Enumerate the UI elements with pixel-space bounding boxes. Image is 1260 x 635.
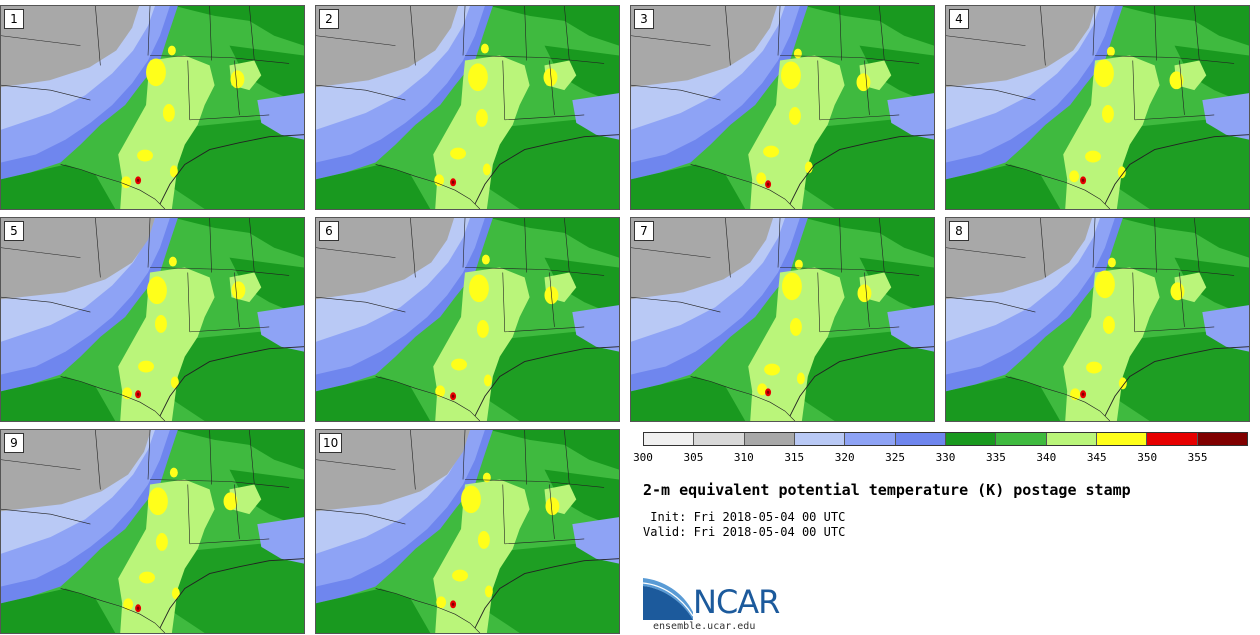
colorbar-segment bbox=[1046, 433, 1097, 445]
theta-e-map bbox=[1, 6, 304, 209]
colorbar-segment bbox=[794, 433, 846, 445]
theta-e-map bbox=[631, 6, 934, 209]
member-panel-9: 9 bbox=[0, 429, 305, 634]
ncar-logo: NCAR ensemble.ucar.edu bbox=[643, 578, 793, 633]
member-label: 5 bbox=[4, 221, 24, 241]
colorbar-segment bbox=[1147, 433, 1198, 445]
ncar-swoosh-icon bbox=[643, 578, 693, 620]
member-label: 10 bbox=[319, 433, 343, 453]
colorbar-tick-label: 345 bbox=[1086, 451, 1107, 464]
member-panel-7: 7 bbox=[630, 217, 935, 422]
theta-e-map bbox=[1, 218, 304, 421]
colorbar-tick-label: 320 bbox=[834, 451, 855, 464]
member-panel-1: 1 bbox=[0, 5, 305, 210]
colorbar bbox=[643, 432, 1248, 446]
ensemble-url: ensemble.ucar.edu bbox=[653, 621, 756, 632]
colorbar-segment bbox=[1096, 433, 1148, 445]
colorbar-tick-label: 355 bbox=[1187, 451, 1208, 464]
member-panel-5: 5 bbox=[0, 217, 305, 422]
colorbar-segment bbox=[996, 433, 1047, 445]
colorbar-segment bbox=[1197, 433, 1247, 445]
theta-e-map bbox=[631, 218, 934, 421]
theta-e-map bbox=[1, 430, 304, 633]
colorbar-tick-label: 305 bbox=[683, 451, 704, 464]
member-panel-10: 10 bbox=[315, 429, 620, 634]
init-time: Init: Fri 2018-05-04 00 UTC bbox=[643, 510, 846, 524]
product-title: 2-m equivalent potential temperature (K)… bbox=[643, 481, 1131, 499]
member-panel-8: 8 bbox=[945, 217, 1250, 422]
colorbar-tick-label: 315 bbox=[784, 451, 805, 464]
colorbar-tick-label: 335 bbox=[985, 451, 1006, 464]
colorbar-tick-label: 310 bbox=[733, 451, 754, 464]
member-label: 8 bbox=[949, 221, 969, 241]
colorbar-tick-label: 350 bbox=[1137, 451, 1158, 464]
member-label: 1 bbox=[4, 9, 24, 29]
colorbar-segment bbox=[694, 433, 745, 445]
colorbar-ticks: 300 305 310 315 320 325 330 335 340 345 350 355 bbox=[633, 451, 1248, 465]
colorbar-segment bbox=[744, 433, 795, 445]
colorbar-segment bbox=[845, 433, 896, 445]
member-label: 2 bbox=[319, 9, 339, 29]
member-label: 9 bbox=[4, 433, 24, 453]
member-panel-3: 3 bbox=[630, 5, 935, 210]
theta-e-map bbox=[316, 430, 619, 633]
theta-e-map bbox=[946, 6, 1249, 209]
member-label: 3 bbox=[634, 9, 654, 29]
member-label: 7 bbox=[634, 221, 654, 241]
colorbar-tick-label: 325 bbox=[885, 451, 906, 464]
valid-time: Valid: Fri 2018-05-04 00 UTC bbox=[643, 525, 846, 539]
theta-e-map bbox=[316, 218, 619, 421]
member-label: 4 bbox=[949, 9, 969, 29]
theta-e-map bbox=[316, 6, 619, 209]
ncar-wordmark: NCAR bbox=[693, 583, 780, 621]
theta-e-map bbox=[946, 218, 1249, 421]
colorbar-segment bbox=[945, 433, 997, 445]
colorbar-tick-label: 300 bbox=[633, 451, 653, 464]
member-panel-2: 2 bbox=[315, 5, 620, 210]
member-label: 6 bbox=[319, 221, 339, 241]
member-panel-6: 6 bbox=[315, 217, 620, 422]
colorbar-segment bbox=[644, 433, 695, 445]
colorbar-segment bbox=[895, 433, 946, 445]
colorbar-tick-label: 330 bbox=[935, 451, 956, 464]
member-panel-4: 4 bbox=[945, 5, 1250, 210]
colorbar-tick-label: 340 bbox=[1036, 451, 1057, 464]
